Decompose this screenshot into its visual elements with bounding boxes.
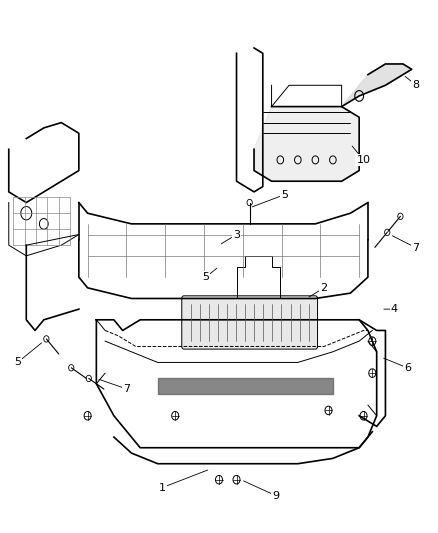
Text: 5: 5 xyxy=(202,272,209,282)
Text: 7: 7 xyxy=(413,243,420,253)
Text: 10: 10 xyxy=(357,155,371,165)
FancyBboxPatch shape xyxy=(182,296,318,349)
Text: 5: 5 xyxy=(281,190,288,199)
Text: 7: 7 xyxy=(124,384,131,394)
Polygon shape xyxy=(254,107,359,181)
Text: 2: 2 xyxy=(321,283,328,293)
Text: 9: 9 xyxy=(272,491,279,500)
Text: 8: 8 xyxy=(413,80,420,90)
Polygon shape xyxy=(342,64,412,107)
Text: 3: 3 xyxy=(233,230,240,239)
Text: 6: 6 xyxy=(404,363,411,373)
Text: 1: 1 xyxy=(159,483,166,492)
Text: 4: 4 xyxy=(391,304,398,314)
Text: 5: 5 xyxy=(14,358,21,367)
